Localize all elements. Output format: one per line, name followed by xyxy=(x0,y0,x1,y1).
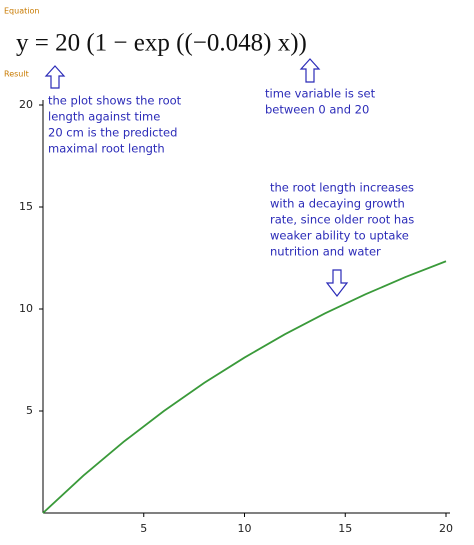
x-tick-label: 5 xyxy=(140,522,147,535)
annotation: maximal root length xyxy=(48,142,165,156)
annotation: length against time xyxy=(48,110,160,124)
annotation: the root length increases xyxy=(270,181,414,195)
equation-label: Equation xyxy=(4,7,39,16)
line xyxy=(42,260,447,514)
y-tick-label: 5 xyxy=(26,404,33,417)
annotation: with a decaying growth xyxy=(270,197,405,211)
up-arrow xyxy=(299,58,321,83)
x-tick-label: 15 xyxy=(338,522,352,535)
annotation: rate, since older root has xyxy=(270,213,414,227)
annotation: the plot shows the root xyxy=(48,94,182,108)
annotation: between 0 and 20 xyxy=(265,103,369,117)
y-tick-label: 20 xyxy=(19,98,33,111)
x-tick-label: 20 xyxy=(439,522,453,535)
annotation: weaker ability to uptake xyxy=(270,229,409,243)
equation: y = 20 (1 − exp ((−0.048) x)) xyxy=(16,30,307,57)
y-tick-label: 10 xyxy=(19,302,33,315)
annotation: time variable is set xyxy=(265,87,376,101)
y-tick-label: 15 xyxy=(19,200,33,213)
x-tick-label: 10 xyxy=(238,522,252,535)
up-arrow xyxy=(44,65,66,89)
annotation: 20 cm is the predicted xyxy=(48,126,177,140)
result-label: Result xyxy=(4,70,29,79)
down-arrow xyxy=(325,269,349,297)
annotation: nutrition and water xyxy=(270,245,381,259)
